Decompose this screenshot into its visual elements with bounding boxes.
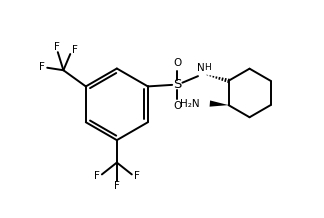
Polygon shape (210, 100, 228, 107)
Text: N: N (197, 63, 204, 73)
Text: O: O (173, 101, 181, 111)
Text: H₂N: H₂N (179, 99, 199, 109)
Text: F: F (39, 62, 45, 72)
Text: F: F (114, 181, 120, 191)
Text: O: O (173, 58, 181, 68)
Text: F: F (72, 45, 78, 55)
Text: F: F (94, 171, 100, 181)
Text: F: F (54, 42, 60, 52)
Text: H: H (204, 63, 211, 72)
Text: S: S (173, 78, 182, 91)
Text: F: F (134, 171, 140, 181)
